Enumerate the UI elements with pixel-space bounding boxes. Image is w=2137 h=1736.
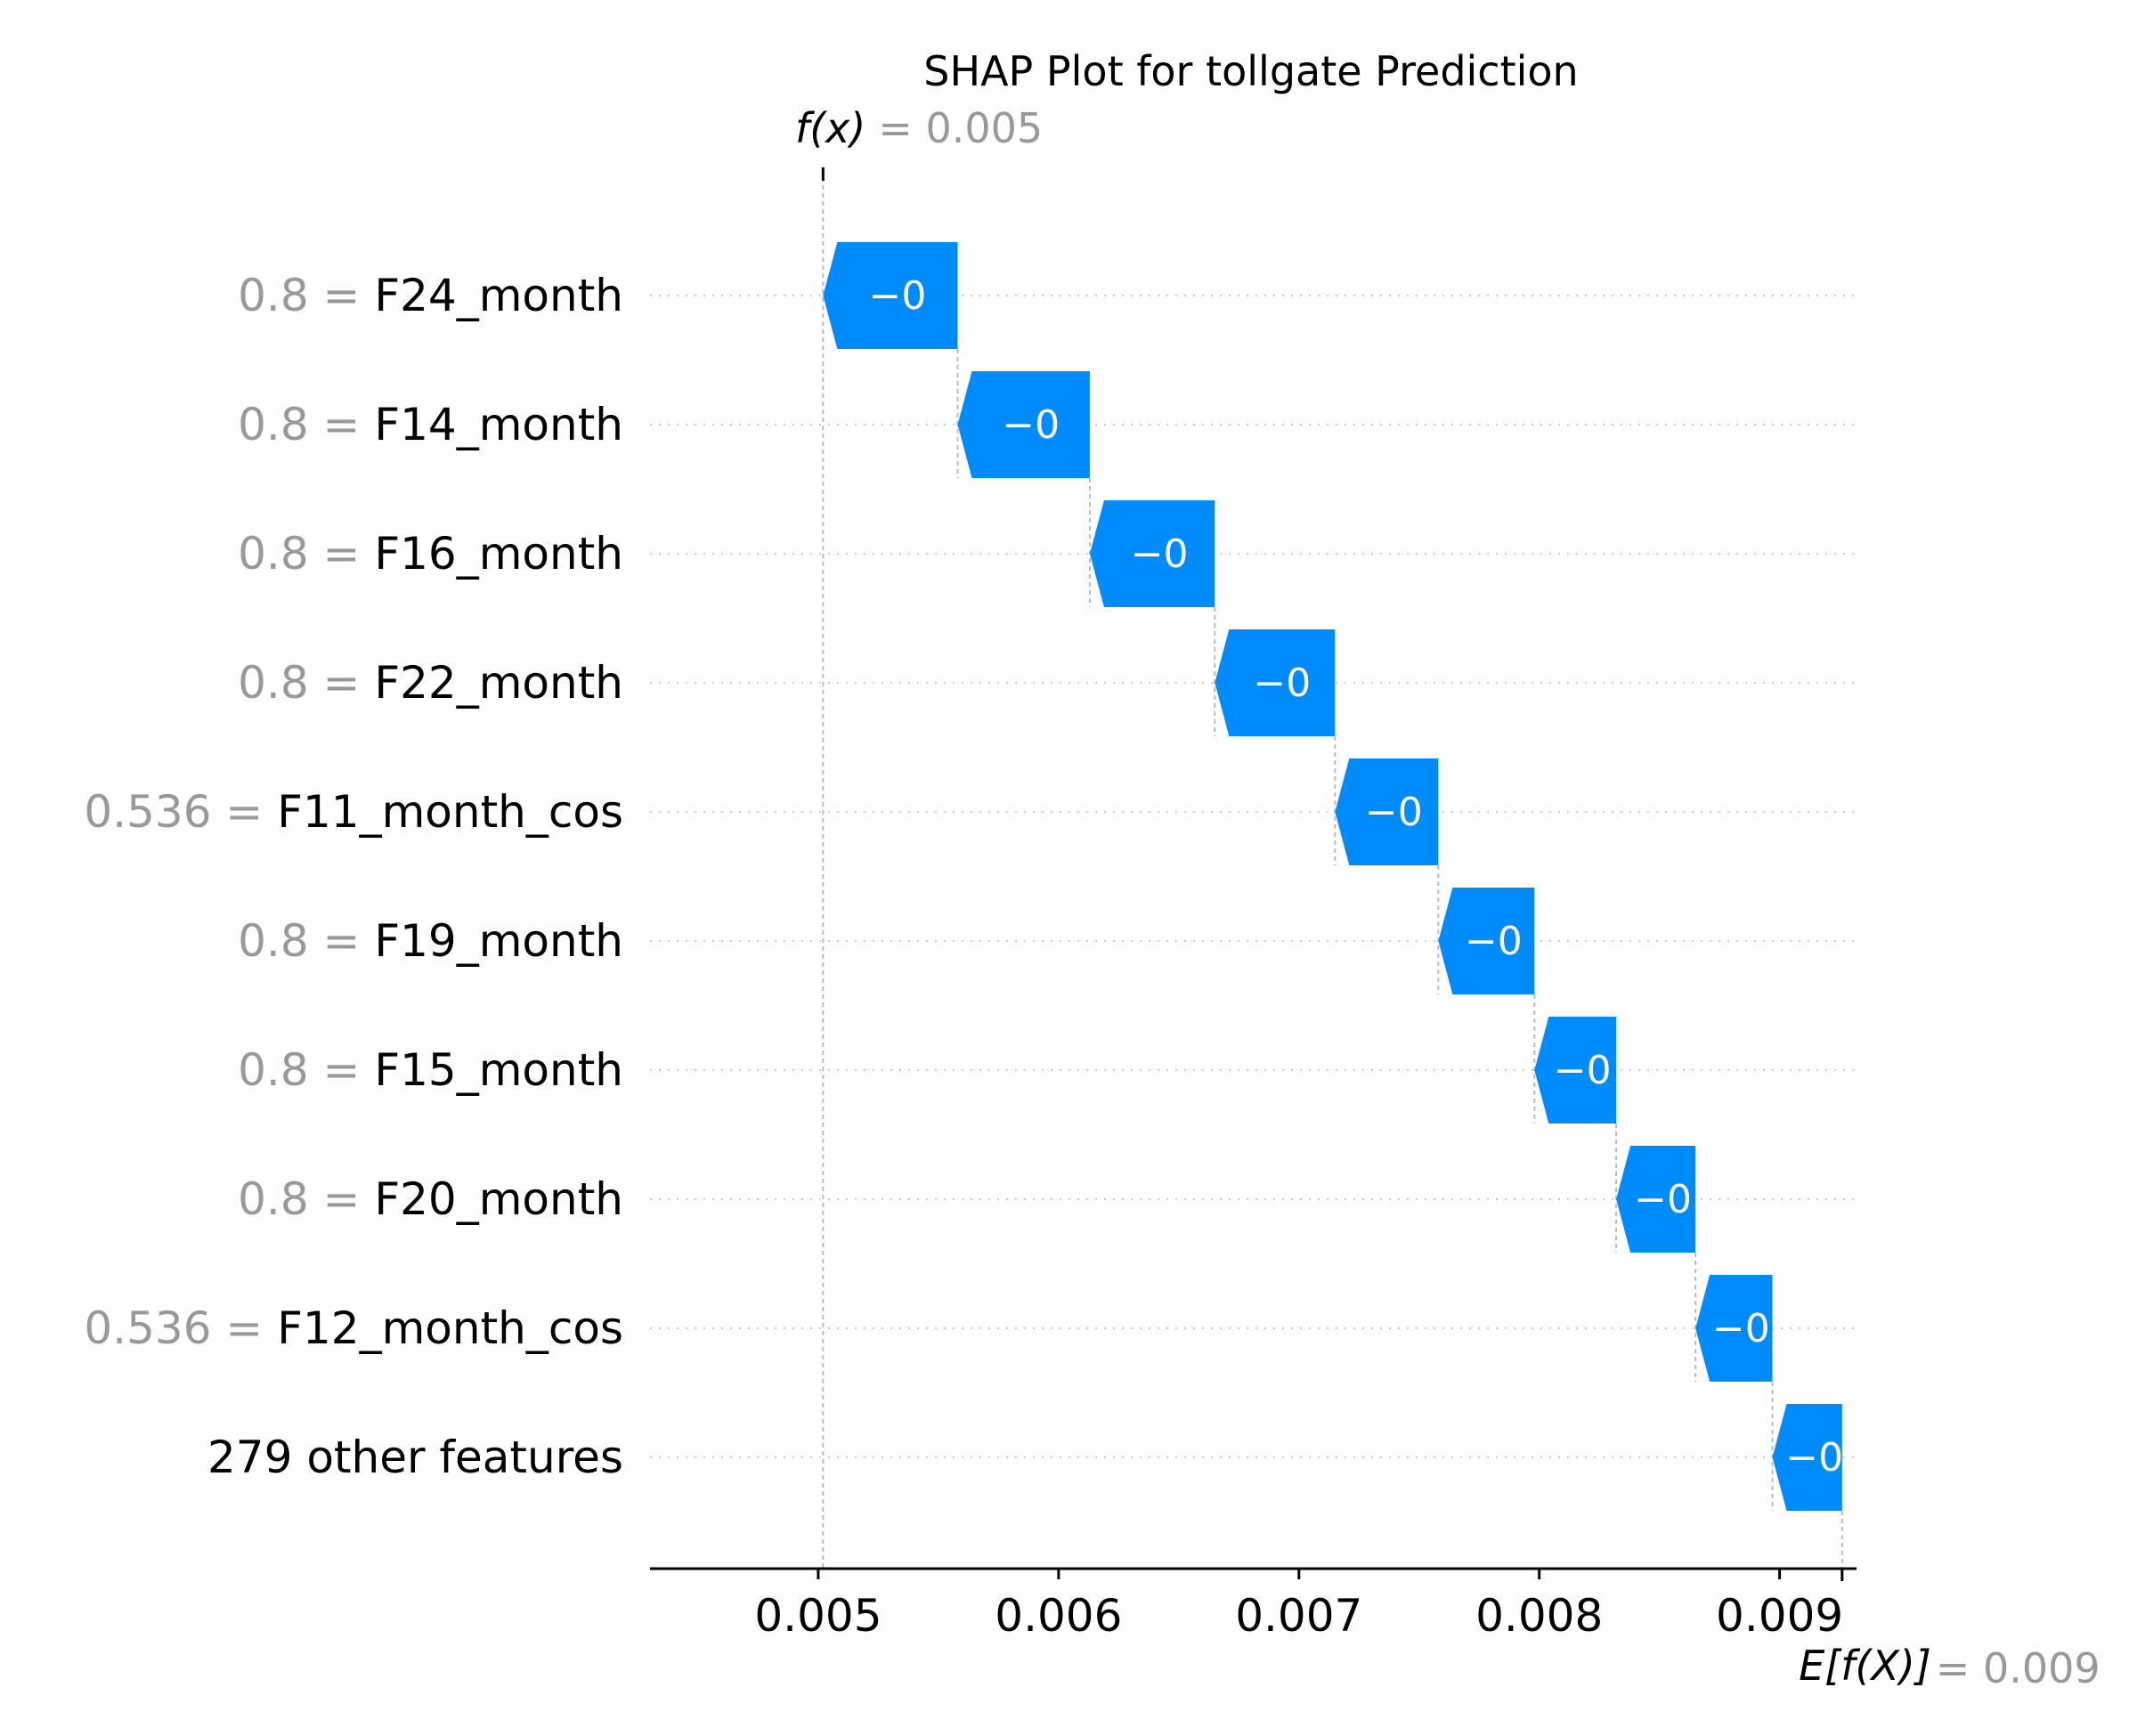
shap-bar [823, 242, 958, 349]
bar-value-label: −0 [868, 273, 926, 319]
feature-value: 0.8 = [238, 399, 374, 450]
fx-label: f(x) [795, 104, 865, 152]
feature-name: F20_month [374, 1173, 623, 1225]
bar-value-label: −0 [1465, 919, 1523, 964]
bar-value-label: −0 [1712, 1306, 1770, 1351]
reference-lines [821, 167, 1843, 1569]
feature-label: 0.8 = F15_month [238, 1044, 623, 1096]
x-tick-label: 0.005 [754, 1590, 882, 1642]
feature-value: 0.8 = [238, 915, 374, 967]
shap-bar [1616, 1146, 1696, 1253]
feature-name: F12_month_cos [277, 1302, 623, 1354]
ex-value: = 0.009 [1936, 1644, 2100, 1692]
shap-bar [1215, 629, 1336, 736]
feature-name: 279 other features [207, 1432, 623, 1483]
bar-value-label: −0 [1785, 1435, 1843, 1480]
shap-bar [1534, 1017, 1617, 1124]
chart-title: SHAP Plot for tollgate Prediction [923, 47, 1578, 95]
fx-annotation: f(x) = 0.005 [795, 104, 1043, 152]
feature-name: F15_month [374, 1044, 623, 1096]
bar-value-label: −0 [1554, 1048, 1612, 1093]
feature-value: 0.536 = [84, 1302, 277, 1354]
feature-label: 0.8 = F16_month [238, 528, 623, 580]
shap-bar [1772, 1404, 1842, 1511]
bar-value-label: −0 [1365, 790, 1423, 835]
feature-value: 0.536 = [84, 786, 277, 838]
x-tick-label: 0.008 [1475, 1590, 1603, 1642]
ex-label: E[f(X)] [1799, 1642, 1931, 1690]
bar-value-label: −0 [1634, 1177, 1692, 1222]
shap-bar [957, 371, 1090, 478]
feature-label: 0.8 = F20_month [238, 1173, 623, 1225]
feature-name: F16_month [374, 528, 623, 580]
shap-bar [1695, 1275, 1773, 1382]
feature-label: 0.8 = F19_month [238, 915, 623, 967]
bar-value-label: −0 [1253, 661, 1311, 706]
bar-value-label: −0 [1002, 402, 1060, 448]
feature-value: 0.8 = [238, 270, 374, 321]
feature-label: 0.8 = F24_month [238, 270, 623, 321]
feature-name: F14_month [374, 399, 623, 450]
row-gridlines [650, 295, 1857, 1458]
shap-bar [1089, 500, 1215, 607]
feature-value: 0.8 = [238, 1173, 374, 1225]
bars-group: −0 −0 −0 −0 −0 −0 −0 −0 −0 −0 [823, 242, 1843, 1511]
feature-label: 279 other features [207, 1432, 623, 1483]
x-tick-label: 0.006 [995, 1590, 1122, 1642]
shap-bar [1438, 888, 1535, 994]
fx-value: = 0.005 [878, 104, 1043, 152]
shap-bar [1335, 758, 1439, 865]
bar-value-label: −0 [1131, 531, 1189, 577]
x-axis: 0.005 0.006 0.007 0.008 0.009 [650, 1567, 1857, 1642]
feature-label: 0.536 = F11_month_cos [84, 786, 623, 838]
feature-name: F24_month [374, 270, 623, 321]
feature-name: F22_month [374, 657, 623, 709]
feature-value: 0.8 = [238, 1044, 374, 1096]
feature-label: 0.8 = F14_month [238, 399, 623, 450]
feature-label: 0.536 = F12_month_cos [84, 1302, 623, 1354]
feature-value: 0.8 = [238, 528, 374, 580]
feature-value: 0.8 = [238, 657, 374, 709]
x-tick-label: 0.009 [1716, 1590, 1843, 1642]
feature-label: 0.8 = F22_month [238, 657, 623, 709]
ex-annotation: E[f(X)] = 0.009 [1799, 1642, 2100, 1692]
feature-name: F19_month [374, 915, 623, 967]
feature-name: F11_month_cos [277, 786, 623, 838]
x-tick-label: 0.007 [1235, 1590, 1362, 1642]
